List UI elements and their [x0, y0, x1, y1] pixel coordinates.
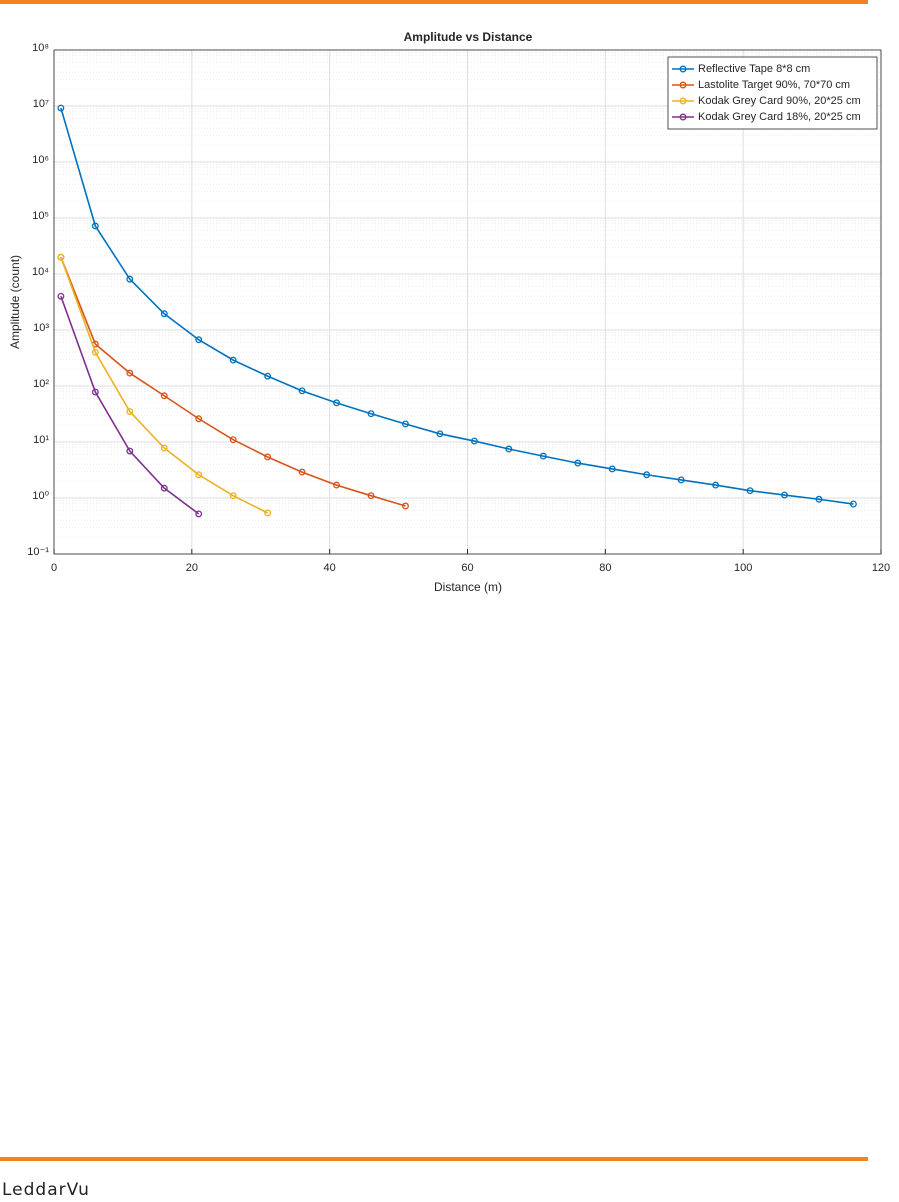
data-point: [402, 420, 409, 428]
data-point: [333, 481, 341, 489]
y-tick-label: 10⁰: [32, 490, 49, 502]
data-point: [126, 369, 134, 377]
legend-marker: [679, 81, 687, 89]
data-point: [229, 436, 237, 444]
top-rule: [0, 0, 868, 4]
data-point: [91, 348, 99, 356]
series-line: [60, 107, 854, 505]
data-point: [436, 430, 444, 438]
data-point: [195, 471, 203, 479]
data-point: [126, 408, 134, 415]
data-point: [91, 388, 99, 396]
data-point: [126, 447, 134, 455]
bottom-rule: [0, 1157, 868, 1161]
data-point: [643, 471, 651, 479]
data-point: [160, 310, 168, 318]
legend-marker: [679, 65, 687, 73]
y-tick-label: 10²: [33, 378, 49, 390]
y-tick-label: 10⁷: [33, 98, 49, 110]
data-point: [746, 487, 754, 495]
legend-marker: [679, 97, 687, 105]
logo: LeddarVu: [2, 1180, 90, 1200]
data-point: [539, 452, 547, 460]
data-point: [195, 336, 203, 344]
data-point: [367, 492, 375, 500]
data-point: [126, 275, 134, 283]
data-point: [781, 491, 788, 499]
y-tick-label: 10⁸: [32, 42, 49, 54]
data-point: [298, 387, 306, 395]
y-tick-label: 10⁶: [32, 154, 49, 166]
legend-label: Lastolite Target 90%, 70*70 cm: [698, 79, 850, 91]
data-point: [57, 253, 65, 261]
x-tick-label: 120: [872, 562, 890, 574]
chart-title: Amplitude vs Distance: [404, 30, 533, 44]
data-point: [470, 437, 478, 445]
y-tick-label: 10⁻¹: [27, 546, 49, 558]
data-point: [712, 481, 720, 489]
data-point: [195, 415, 203, 423]
data-point: [298, 468, 306, 476]
x-tick-label: 40: [324, 562, 336, 574]
x-tick-label: 80: [599, 562, 611, 574]
x-tick-label: 100: [734, 562, 752, 574]
series-line: [60, 256, 406, 507]
y-axis-label: Amplitude (count): [8, 255, 22, 349]
data-point: [160, 392, 168, 400]
legend-label: Reflective Tape 8*8 cm: [698, 63, 810, 75]
y-tick-label: 10³: [33, 322, 49, 334]
data-point: [264, 509, 272, 517]
y-tick-label: 10⁵: [32, 210, 49, 222]
data-point: [57, 104, 65, 112]
data-point: [505, 445, 513, 453]
data-point: [574, 459, 582, 467]
data-point: [608, 465, 616, 473]
legend-label: Kodak Grey Card 18%, 20*25 cm: [698, 111, 861, 123]
data-point: [367, 410, 375, 418]
data-point: [849, 500, 857, 508]
data-point: [57, 292, 65, 300]
legend-marker: [679, 113, 687, 121]
data-point: [229, 356, 237, 364]
data-point: [160, 484, 168, 492]
y-tick-label: 10⁴: [32, 266, 49, 278]
x-tick-label: 0: [51, 562, 57, 574]
data-point: [264, 372, 272, 380]
series-line: [60, 296, 200, 515]
x-tick-label: 20: [186, 562, 198, 574]
data-point: [229, 492, 237, 500]
data-point: [815, 495, 823, 503]
chart: Amplitude vs Distance Distance (m) Ampli…: [8, 30, 890, 594]
data-point: [195, 510, 203, 518]
y-tick-label: 10¹: [33, 434, 49, 446]
data-point: [333, 399, 341, 407]
legend-box: [667, 56, 878, 130]
data-point: [91, 222, 99, 230]
x-tick-label: 60: [461, 562, 473, 574]
data-point: [160, 444, 168, 452]
data-point: [677, 476, 685, 484]
x-axis-label: Distance (m): [434, 580, 502, 594]
legend-label: Kodak Grey Card 90%, 20*25 cm: [698, 95, 861, 107]
data-point: [402, 502, 409, 510]
series-line: [60, 256, 269, 514]
data-point: [264, 453, 272, 461]
plot-frame: [53, 49, 882, 555]
